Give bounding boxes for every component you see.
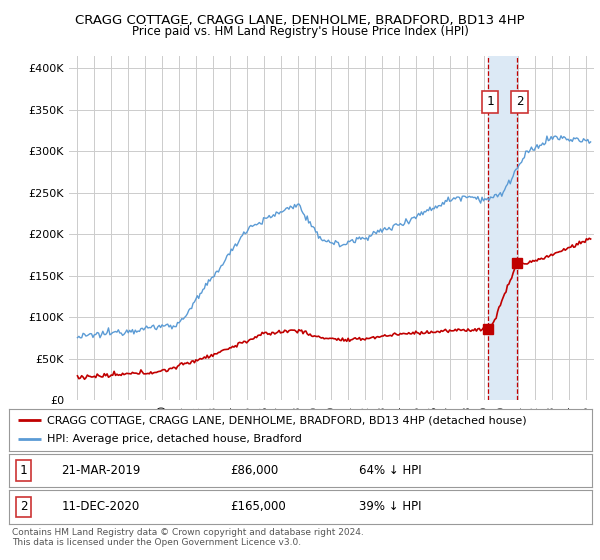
Text: CRAGG COTTAGE, CRAGG LANE, DENHOLME, BRADFORD, BD13 4HP (detached house): CRAGG COTTAGE, CRAGG LANE, DENHOLME, BRA… [47, 415, 527, 425]
Text: 21-MAR-2019: 21-MAR-2019 [61, 464, 141, 477]
Text: 64% ↓ HPI: 64% ↓ HPI [359, 464, 422, 477]
Text: 2: 2 [516, 95, 523, 108]
Text: Contains HM Land Registry data © Crown copyright and database right 2024.
This d: Contains HM Land Registry data © Crown c… [12, 528, 364, 548]
Text: 1: 1 [20, 464, 28, 477]
Text: 39% ↓ HPI: 39% ↓ HPI [359, 500, 421, 514]
Bar [488, 56, 517, 400]
Text: 1: 1 [487, 95, 494, 108]
Text: Price paid vs. HM Land Registry's House Price Index (HPI): Price paid vs. HM Land Registry's House … [131, 25, 469, 38]
Text: 2: 2 [20, 500, 28, 514]
Text: HPI: Average price, detached house, Bradford: HPI: Average price, detached house, Brad… [47, 435, 302, 445]
Text: 11-DEC-2020: 11-DEC-2020 [61, 500, 140, 514]
Text: £165,000: £165,000 [230, 500, 286, 514]
Text: CRAGG COTTAGE, CRAGG LANE, DENHOLME, BRADFORD, BD13 4HP: CRAGG COTTAGE, CRAGG LANE, DENHOLME, BRA… [75, 14, 525, 27]
Text: £86,000: £86,000 [230, 464, 279, 477]
